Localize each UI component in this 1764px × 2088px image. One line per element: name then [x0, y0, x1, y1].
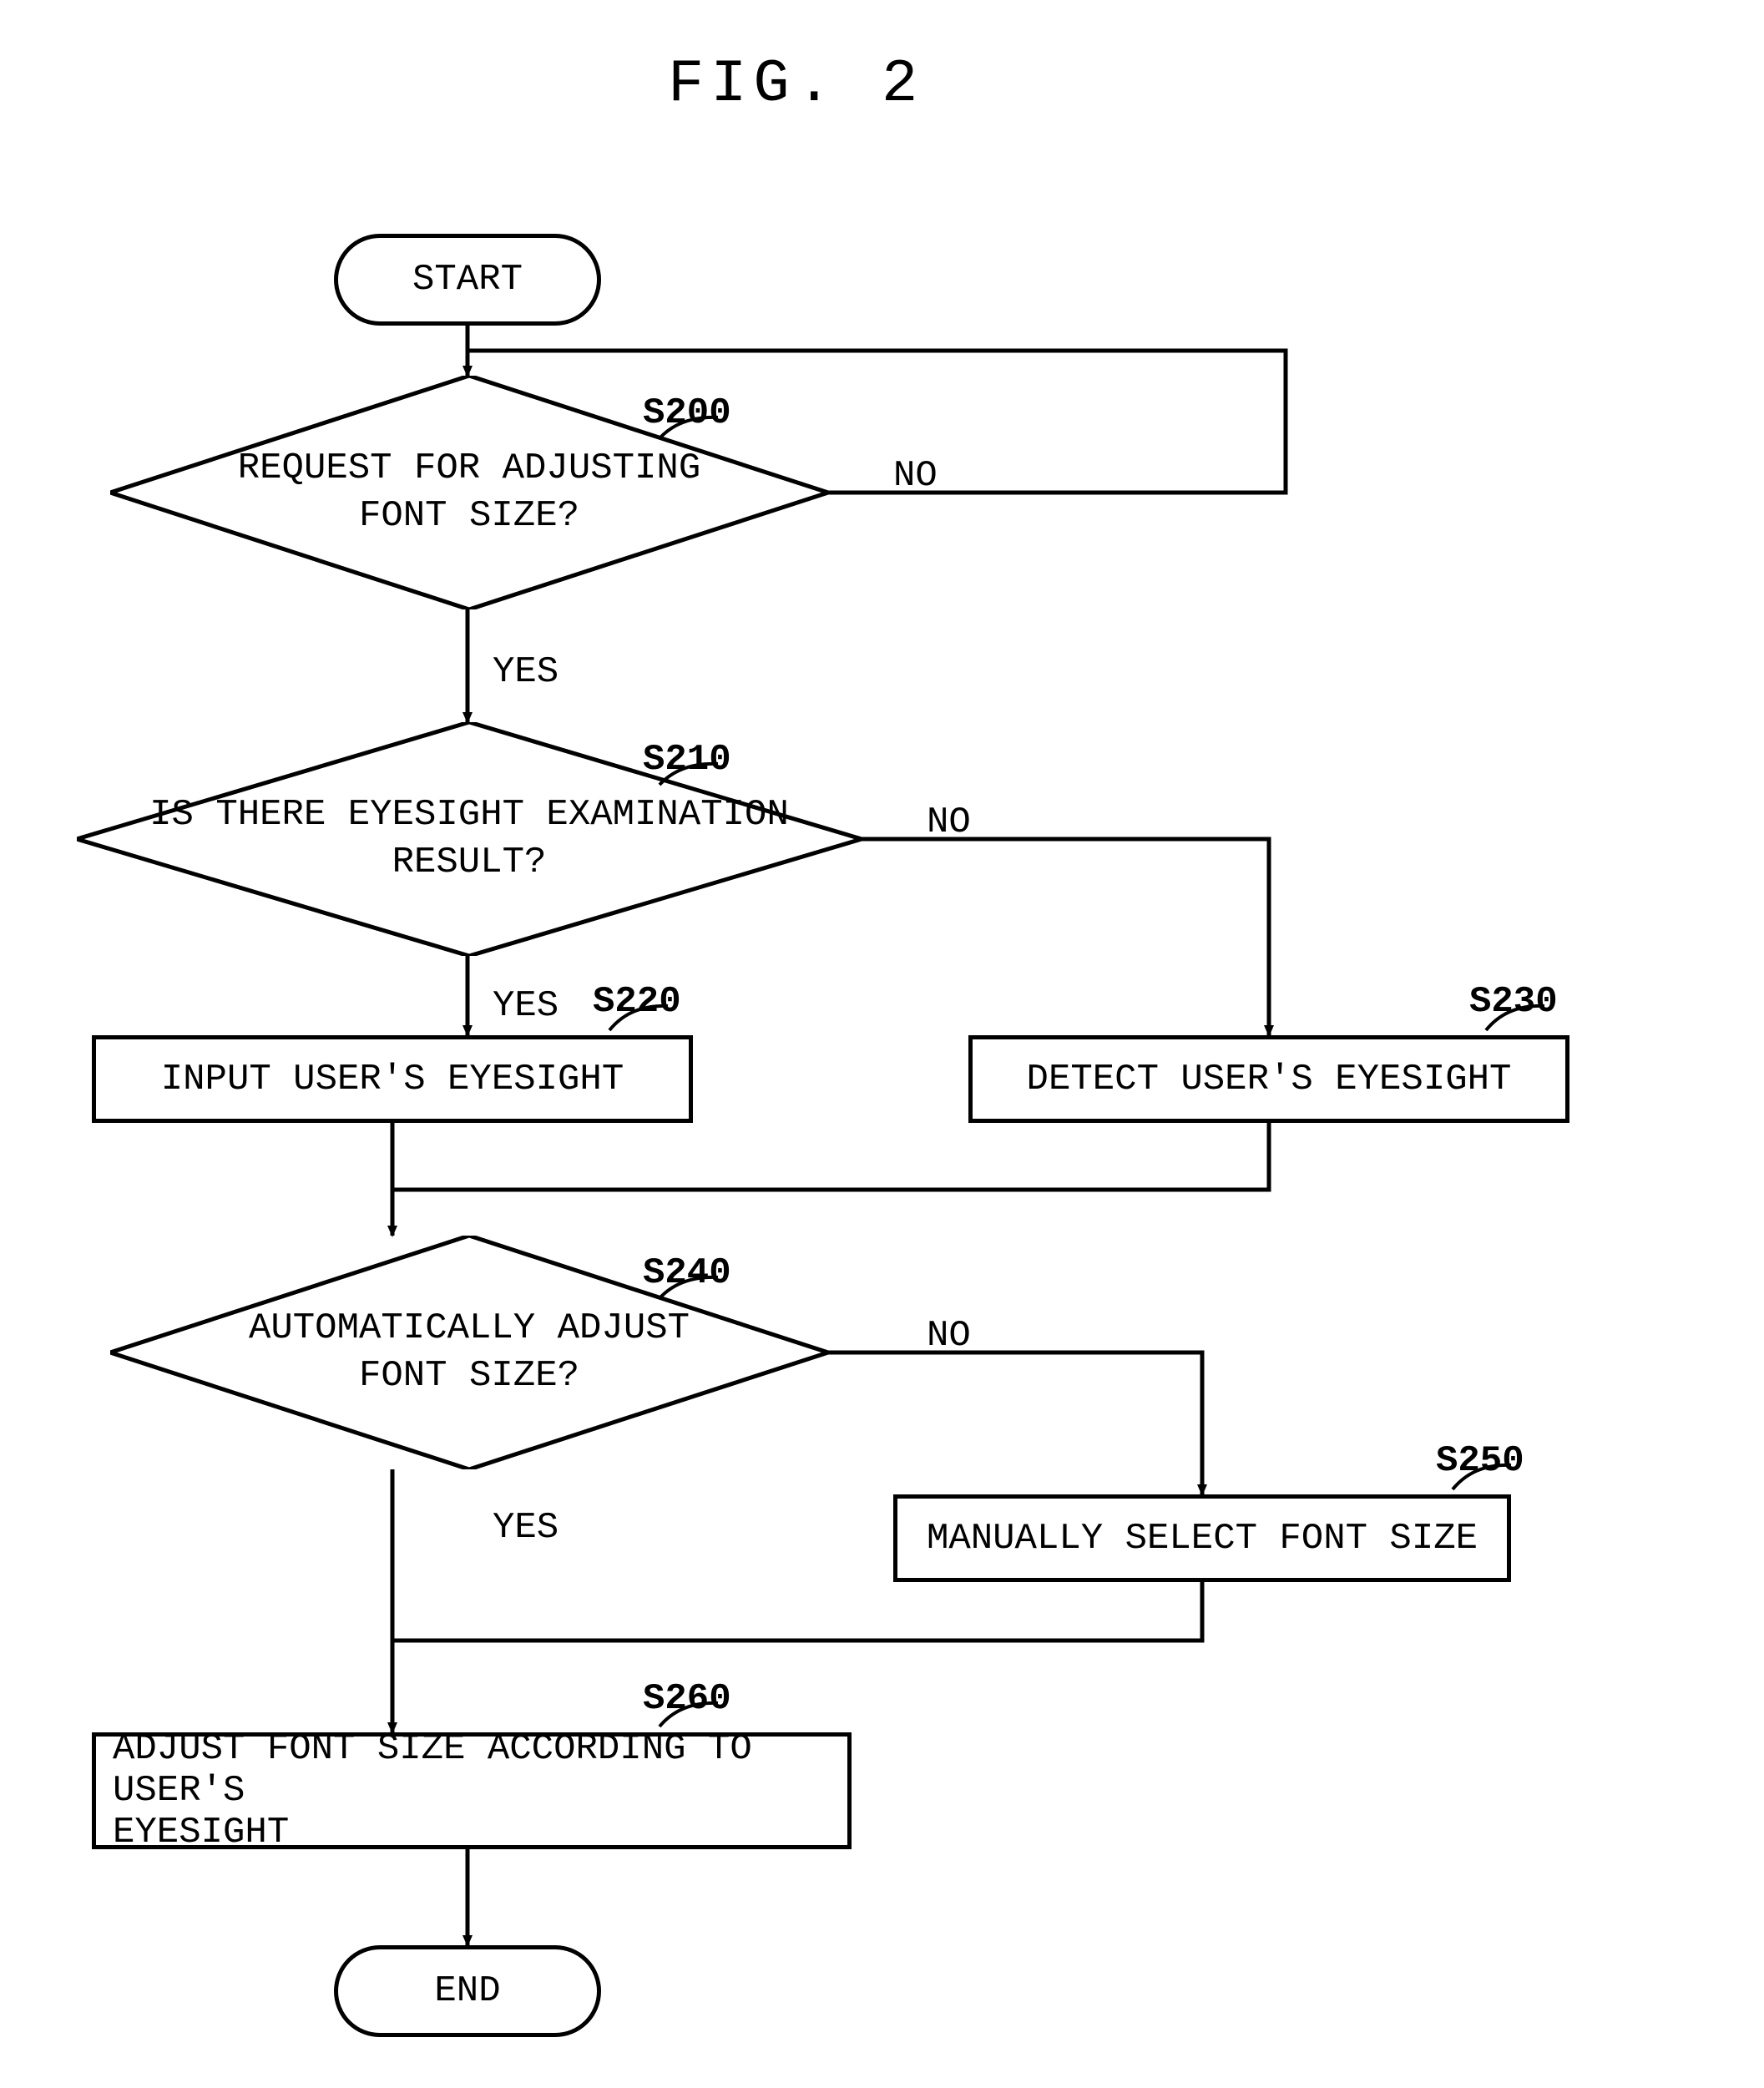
process-s230: DETECT USER'S EYESIGHT — [968, 1035, 1569, 1123]
start-terminal: START — [334, 234, 601, 326]
process-s260: ADJUST FONT SIZE ACCORDING TO USER'SEYES… — [92, 1732, 852, 1849]
edge-label-s240-no: NO — [927, 1315, 971, 1357]
end-terminal: END — [334, 1945, 601, 2037]
edge-label-s200-no: NO — [893, 455, 938, 497]
decision-s210: IS THERE EYESIGHT EXAMINATIONRESULT? — [77, 722, 862, 956]
step-label-s230: S230 — [1469, 981, 1558, 1023]
decision-s200-text: REQUEST FOR ADJUSTINGFONT SIZE? — [238, 445, 701, 540]
end-label: END — [434, 1970, 500, 2012]
step-label-s200: S200 — [643, 392, 731, 434]
start-label: START — [412, 259, 523, 301]
process-s220-text: INPUT USER'S EYESIGHT — [161, 1059, 624, 1100]
decision-s240-text: AUTOMATICALLY ADJUSTFONT SIZE? — [249, 1305, 690, 1400]
process-s220: INPUT USER'S EYESIGHT — [92, 1035, 693, 1123]
process-s230-text: DETECT USER'S EYESIGHT — [1027, 1059, 1512, 1100]
edge-label-s210-yes: YES — [493, 985, 559, 1027]
edge-label-s210-no: NO — [927, 801, 971, 843]
process-s250-text: MANUALLY SELECT FONT SIZE — [927, 1518, 1478, 1560]
flowchart-canvas: FIG. 2 START REQUEST FOR ADJUSTINGFONT S… — [0, 0, 1764, 2088]
process-s250: MANUALLY SELECT FONT SIZE — [893, 1494, 1511, 1582]
process-s260-text: ADJUST FONT SIZE ACCORDING TO USER'SEYES… — [113, 1728, 831, 1853]
decision-s210-text: IS THERE EYESIGHT EXAMINATIONRESULT? — [149, 791, 789, 887]
edge-label-s240-yes: YES — [493, 1507, 559, 1549]
step-label-s210: S210 — [643, 739, 731, 781]
step-label-s240: S240 — [643, 1252, 731, 1294]
edge-label-s200-yes: YES — [493, 651, 559, 693]
step-label-s260: S260 — [643, 1678, 731, 1720]
step-label-s250: S250 — [1436, 1440, 1524, 1482]
figure-title: FIG. 2 — [668, 50, 924, 119]
step-label-s220: S220 — [593, 981, 681, 1023]
